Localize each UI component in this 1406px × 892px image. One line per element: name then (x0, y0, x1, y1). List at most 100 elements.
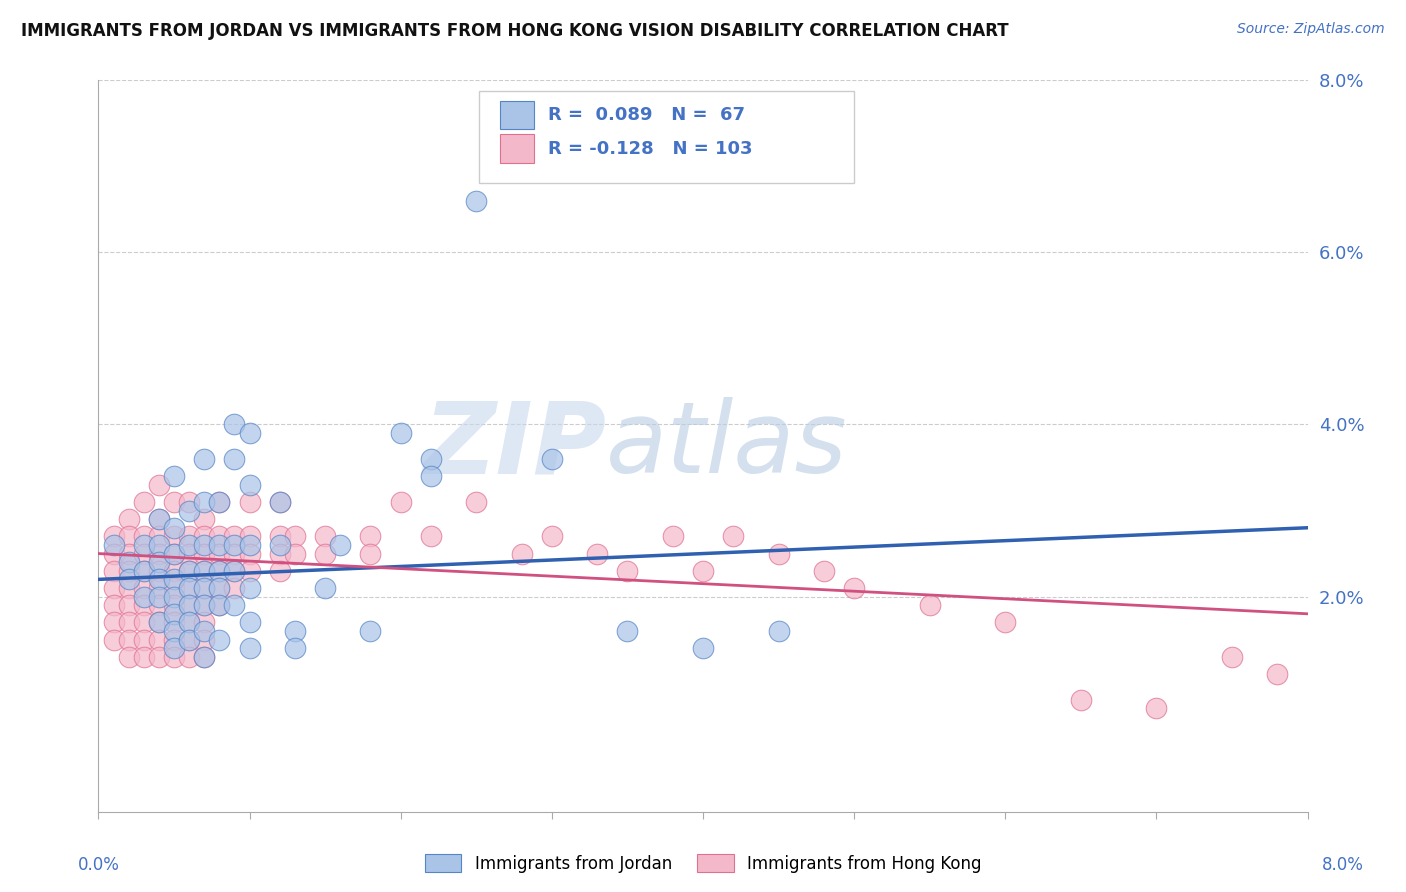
Point (163, 573, 186, 587)
Point (1220, 649, 1243, 664)
Point (540, 451, 562, 466)
Point (193, 512, 215, 526)
Point (148, 555, 170, 569)
Point (269, 538, 291, 552)
Point (163, 547, 186, 561)
Point (103, 538, 125, 552)
Point (239, 547, 262, 561)
Point (179, 564, 201, 578)
Point (132, 632, 155, 647)
Point (224, 581, 246, 595)
Point (163, 607, 186, 621)
Point (118, 632, 141, 647)
Point (103, 615, 125, 630)
Point (224, 529, 246, 543)
Point (132, 547, 155, 561)
Point (389, 426, 412, 441)
Point (208, 564, 231, 578)
Point (103, 581, 125, 595)
Point (193, 598, 215, 612)
Point (224, 451, 246, 466)
Point (163, 469, 186, 483)
Point (118, 615, 141, 630)
Point (314, 581, 336, 595)
Point (193, 649, 215, 664)
Point (269, 495, 291, 509)
Point (224, 564, 246, 578)
Point (239, 426, 262, 441)
Point (132, 615, 155, 630)
Point (420, 469, 443, 483)
Point (269, 564, 291, 578)
Point (208, 581, 231, 595)
Text: R = -0.128   N = 103: R = -0.128 N = 103 (548, 139, 752, 158)
Point (118, 573, 141, 587)
Point (103, 632, 125, 647)
Point (103, 547, 125, 561)
Point (132, 590, 155, 604)
Point (208, 564, 231, 578)
Point (224, 564, 246, 578)
Text: ZIP: ZIP (423, 398, 606, 494)
Point (269, 529, 291, 543)
Point (118, 564, 141, 578)
Point (208, 581, 231, 595)
Point (118, 547, 141, 561)
Point (163, 495, 186, 509)
Point (239, 641, 262, 656)
Point (118, 581, 141, 595)
Point (163, 521, 186, 535)
Point (118, 555, 141, 569)
FancyBboxPatch shape (479, 91, 855, 183)
Point (193, 538, 215, 552)
Point (132, 581, 155, 595)
Point (148, 538, 170, 552)
Point (360, 529, 382, 543)
Point (510, 547, 533, 561)
Point (844, 581, 866, 595)
Point (420, 529, 443, 543)
Point (148, 590, 170, 604)
Point (224, 417, 246, 432)
Point (661, 529, 683, 543)
Point (224, 547, 246, 561)
Point (329, 538, 352, 552)
Point (179, 632, 201, 647)
Point (163, 641, 186, 656)
Point (132, 538, 155, 552)
Point (193, 547, 215, 561)
Point (148, 615, 170, 630)
Point (118, 598, 141, 612)
Point (1070, 693, 1092, 707)
Point (284, 641, 307, 656)
Point (163, 590, 186, 604)
Point (239, 615, 262, 630)
Point (465, 495, 488, 509)
Point (163, 649, 186, 664)
Point (103, 598, 125, 612)
Point (692, 641, 714, 656)
Point (132, 598, 155, 612)
Point (208, 598, 231, 612)
Point (994, 615, 1017, 630)
Point (193, 615, 215, 630)
Point (768, 624, 790, 638)
Point (692, 564, 714, 578)
Point (465, 194, 488, 208)
Point (148, 581, 170, 595)
Point (193, 632, 215, 647)
Point (148, 598, 170, 612)
Point (179, 547, 201, 561)
Point (163, 581, 186, 595)
Point (179, 538, 201, 552)
Point (723, 529, 745, 543)
Point (208, 538, 231, 552)
Point (148, 529, 170, 543)
Point (284, 547, 307, 561)
Point (148, 632, 170, 647)
Point (193, 581, 215, 595)
Point (148, 564, 170, 578)
Point (193, 649, 215, 664)
Text: R =  0.089   N =  67: R = 0.089 N = 67 (548, 106, 745, 124)
Point (224, 598, 246, 612)
